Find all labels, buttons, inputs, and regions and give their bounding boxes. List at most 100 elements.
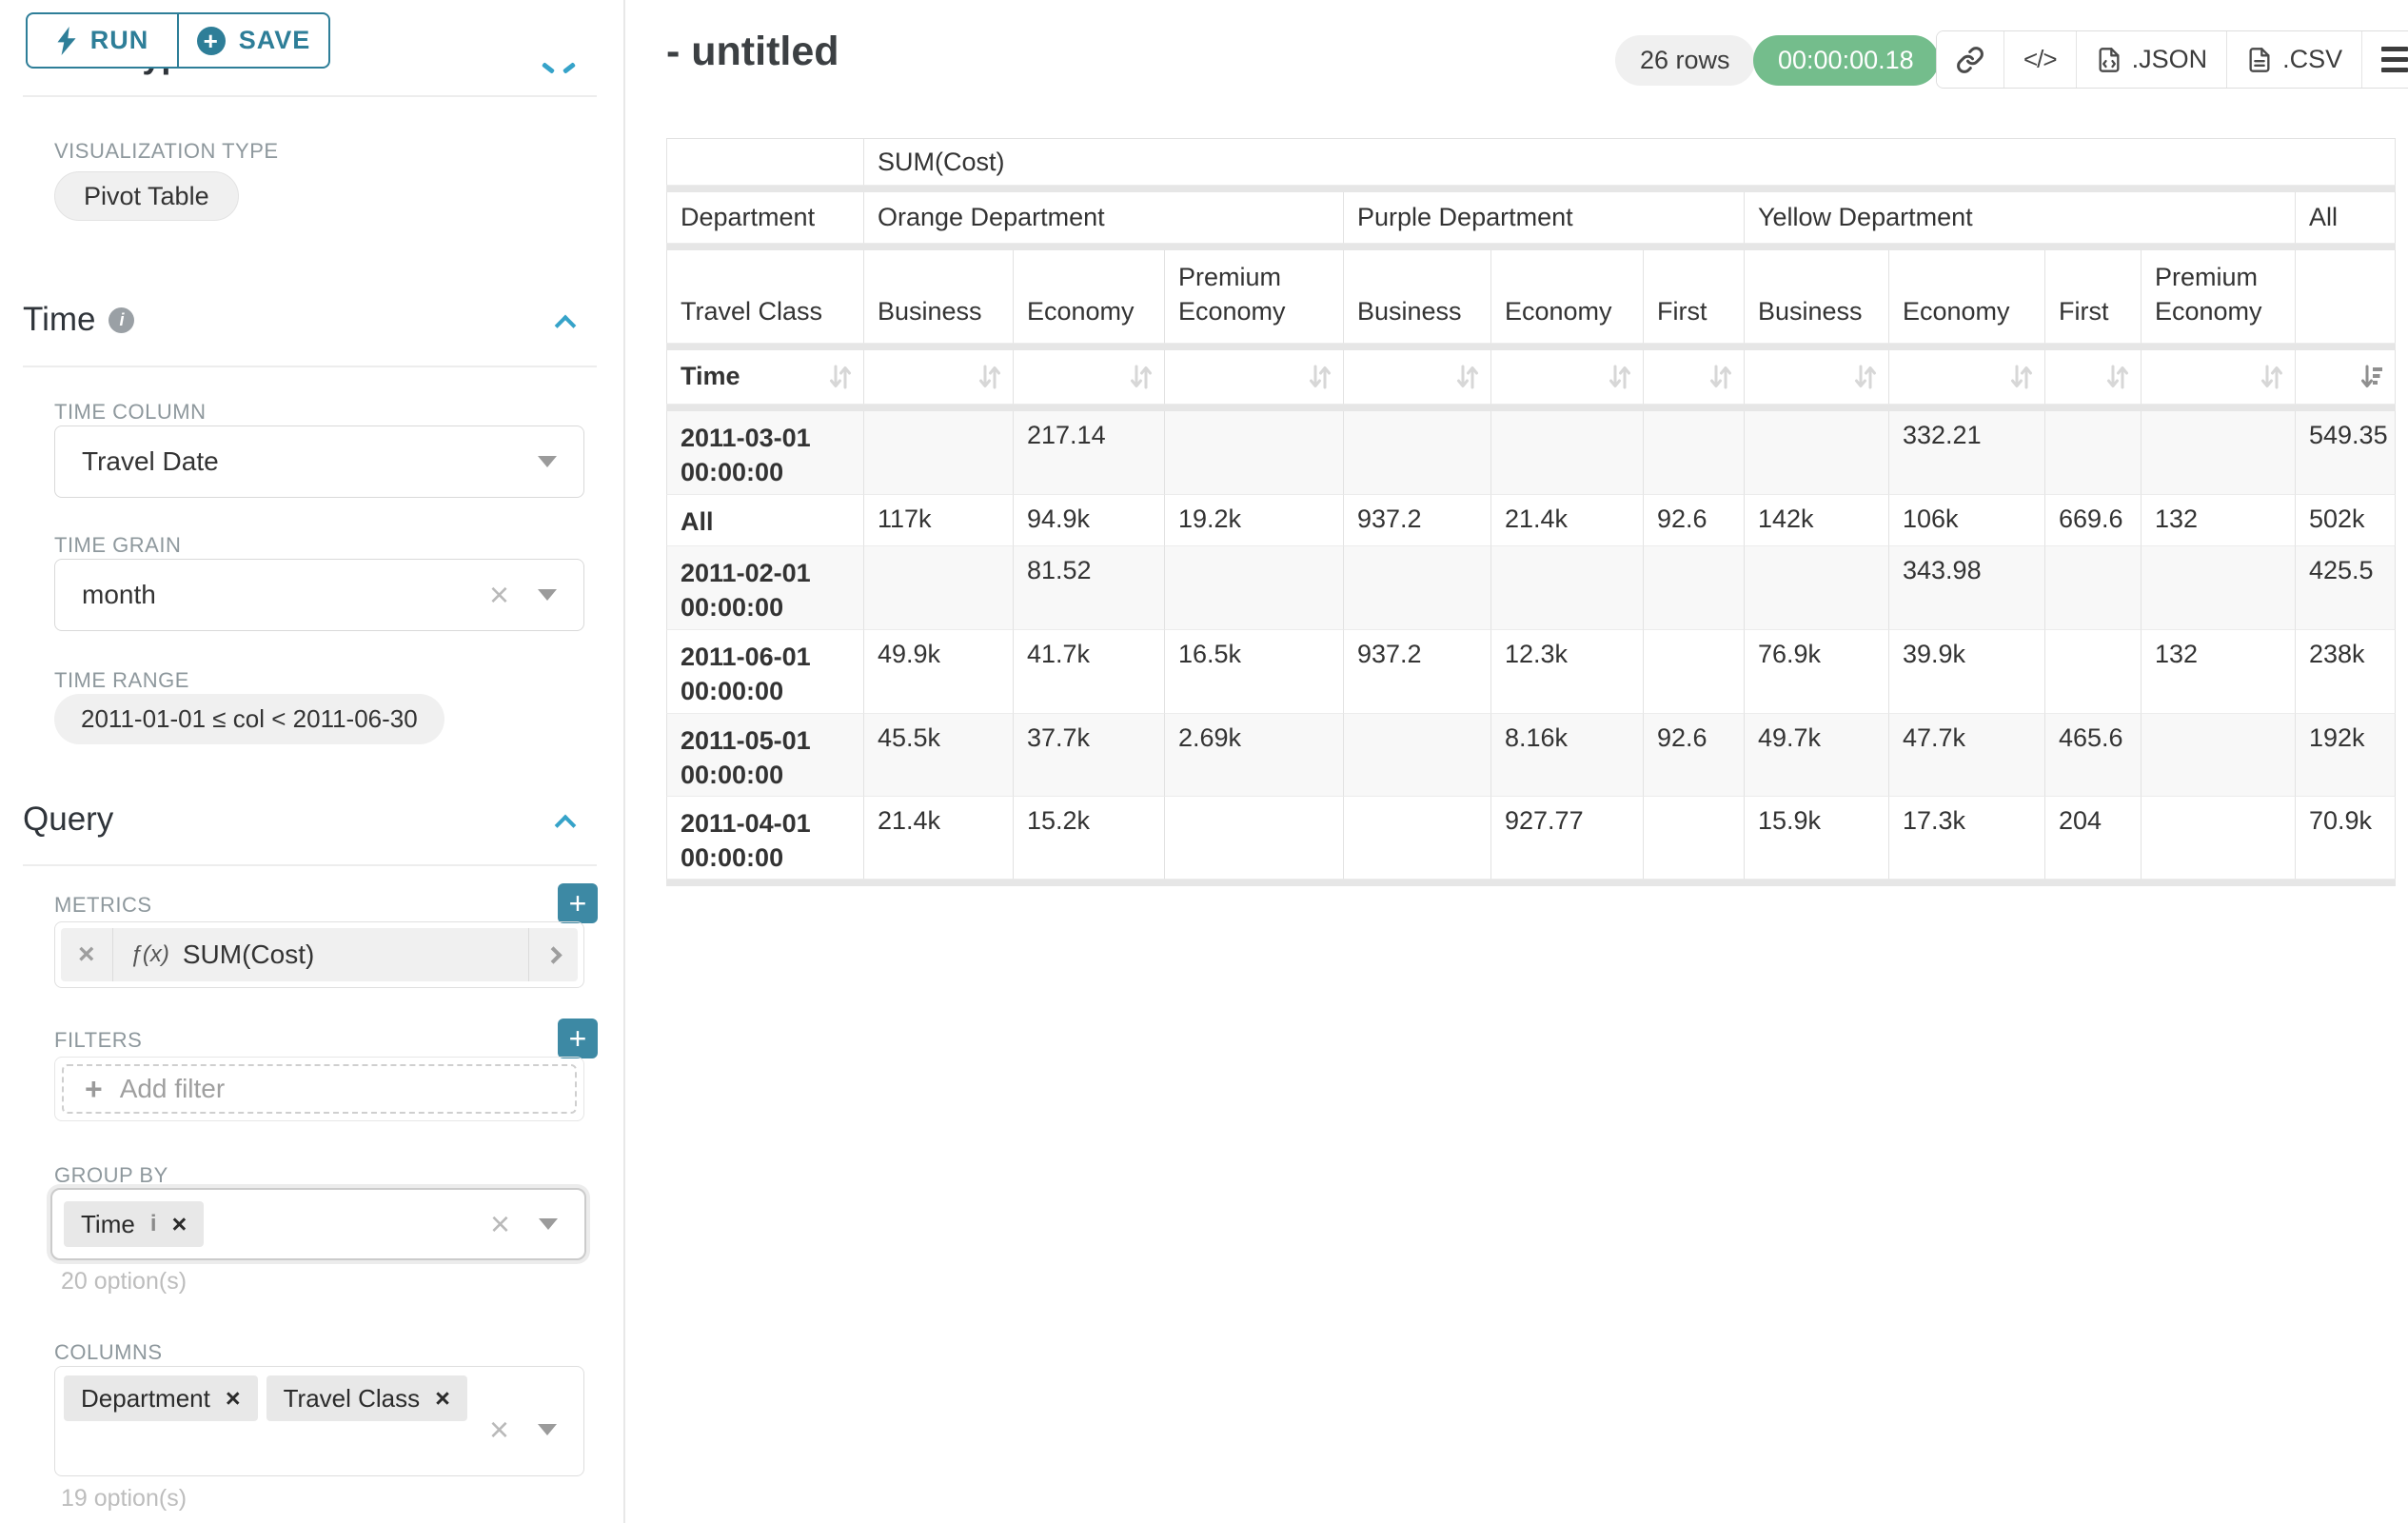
export-csv-button[interactable]: .CSV [2226, 31, 2362, 88]
chart-title[interactable]: - untitled [666, 29, 839, 74]
value-cell: 117k [864, 494, 1014, 546]
department-group-header: Purple Department [1344, 192, 1745, 244]
value-cell: 15.9k [1745, 796, 1889, 880]
sort-cell[interactable] [864, 349, 1014, 405]
run-button[interactable]: RUN [26, 12, 178, 69]
value-cell: 217.14 [1014, 410, 1165, 495]
value-cell: 16.5k [1165, 629, 1344, 714]
time-header-cell[interactable]: Time [666, 349, 864, 405]
query-section-heading: Query [23, 801, 113, 839]
sort-cell[interactable] [2142, 349, 2296, 405]
pivot-table-container: SUM(Cost) Department Orange Department Purp… [666, 138, 2396, 886]
save-button[interactable]: + SAVE [178, 12, 330, 69]
value-cell [2045, 410, 2142, 495]
collapse-query-section-icon[interactable] [554, 814, 577, 837]
value-cell [1344, 796, 1491, 880]
copy-link-button[interactable] [1937, 31, 2003, 88]
clear-icon[interactable]: × [488, 1410, 509, 1449]
collapse-time-section-icon[interactable] [554, 314, 577, 337]
value-cell [2142, 410, 2296, 495]
sort-cell[interactable] [1889, 349, 2045, 405]
add-filter-label: Add filter [119, 1074, 226, 1103]
value-cell: 21.4k [1491, 494, 1644, 546]
expand-metric-button[interactable] [528, 928, 578, 981]
department-header-row: Department Orange Department Purple Depart… [666, 192, 2396, 244]
viz-type-pill[interactable]: Pivot Table [54, 171, 239, 221]
add-filter-plus-button[interactable]: + [558, 1019, 598, 1058]
columns-tag-travel-class: Travel Class × [266, 1375, 467, 1421]
info-icon: i [109, 307, 135, 333]
travel-class-header: Business [864, 250, 1014, 344]
sort-icon [1131, 365, 1152, 389]
divider [23, 366, 597, 367]
metrics-label: METRICS [54, 893, 152, 917]
time-range-pill[interactable]: 2011-01-01 ≤ col < 2011-06-30 [54, 694, 444, 744]
embed-code-button[interactable]: </> [2003, 31, 2076, 88]
save-label: SAVE [238, 26, 311, 54]
clear-icon[interactable]: × [488, 575, 509, 614]
sort-cell[interactable] [1491, 349, 1644, 405]
time-grain-value: month [82, 580, 156, 609]
value-cell: 81.52 [1014, 545, 1165, 630]
metric-name: SUM(Cost) [182, 940, 315, 969]
group-by-option-count: 20 option(s) [61, 1268, 188, 1295]
row-label-cell: 2011-06-01 00:00:00 [666, 629, 864, 714]
time-column-label: TIME COLUMN [54, 400, 207, 424]
chevron-up-icon[interactable] [541, 62, 556, 74]
group-by-select[interactable]: Time i × × [50, 1188, 586, 1260]
export-csv-label: .CSV [2282, 45, 2343, 73]
row-label: 2011-04-01 00:00:00 [681, 808, 811, 873]
sort-cell[interactable] [1014, 349, 1165, 405]
sort-cell[interactable] [2045, 349, 2142, 405]
row-label: 2011-03-01 00:00:00 [681, 423, 811, 487]
sort-cell[interactable] [1644, 349, 1745, 405]
sort-icon [2011, 365, 2032, 389]
remove-metric-icon[interactable]: × [61, 928, 113, 981]
sort-cell[interactable] [1745, 349, 1889, 405]
travel-class-header: Business [1344, 250, 1491, 344]
chevron-up-icon[interactable] [562, 62, 577, 74]
value-cell: 332.21 [1889, 410, 2045, 495]
sort-cell[interactable] [1165, 349, 1344, 405]
table-row: All 117k 94.9k 19.2k 937.2 21.4k 92.6 142k 106k 6… [666, 494, 2396, 546]
row-label: 2011-02-01 00:00:00 [681, 558, 811, 623]
value-cell [1745, 545, 1889, 630]
csv-file-icon [2249, 47, 2270, 72]
menu-button[interactable] [2361, 31, 2408, 88]
department-group-header: All [2296, 192, 2396, 244]
time-column-select[interactable]: Travel Date [54, 425, 584, 498]
value-cell: 92.6 [1644, 494, 1745, 546]
metric-pill[interactable]: × ƒ(x) SUM(Cost) [61, 928, 578, 981]
value-cell: 76.9k [1745, 629, 1889, 714]
add-filter-button[interactable]: + Add filter [62, 1064, 577, 1114]
sort-icon [979, 365, 1000, 389]
value-cell [1491, 410, 1644, 495]
time-grain-select[interactable]: month × [54, 559, 584, 631]
value-cell: 132 [2142, 494, 2296, 546]
remove-tag-icon[interactable]: × [435, 1383, 450, 1413]
export-json-button[interactable]: .JSON [2075, 31, 2227, 88]
row-label: 2011-06-01 00:00:00 [681, 642, 811, 706]
group-by-label: GROUP BY [54, 1163, 168, 1187]
query-section-title: Query [23, 801, 114, 838]
info-icon[interactable]: i [149, 1211, 157, 1236]
value-cell [1344, 713, 1491, 797]
value-cell: 49.9k [864, 629, 1014, 714]
remove-tag-icon[interactable]: × [171, 1209, 188, 1238]
columns-select[interactable]: Department × Travel Class × × [54, 1366, 584, 1476]
time-sort-row: Time [666, 349, 2396, 405]
value-cell: 937.2 [1344, 629, 1491, 714]
clear-icon[interactable]: × [489, 1204, 510, 1243]
sort-cell[interactable] [2296, 349, 2396, 405]
value-cell: 192k [2296, 713, 2396, 797]
remove-tag-icon[interactable]: × [225, 1383, 241, 1413]
sort-cell[interactable] [1344, 349, 1491, 405]
group-by-tag-time: Time i × [64, 1201, 205, 1247]
table-row: 2011-04-01 00:00:00 21.4k 15.2k 927.77 15.9k… [666, 796, 2396, 880]
value-cell [1491, 545, 1644, 630]
time-column-value: Travel Date [82, 446, 219, 476]
add-metric-button[interactable]: + [558, 883, 598, 923]
sort-icon [1310, 365, 1331, 389]
sort-icon [2261, 365, 2282, 389]
chevron-right-icon [544, 945, 563, 964]
